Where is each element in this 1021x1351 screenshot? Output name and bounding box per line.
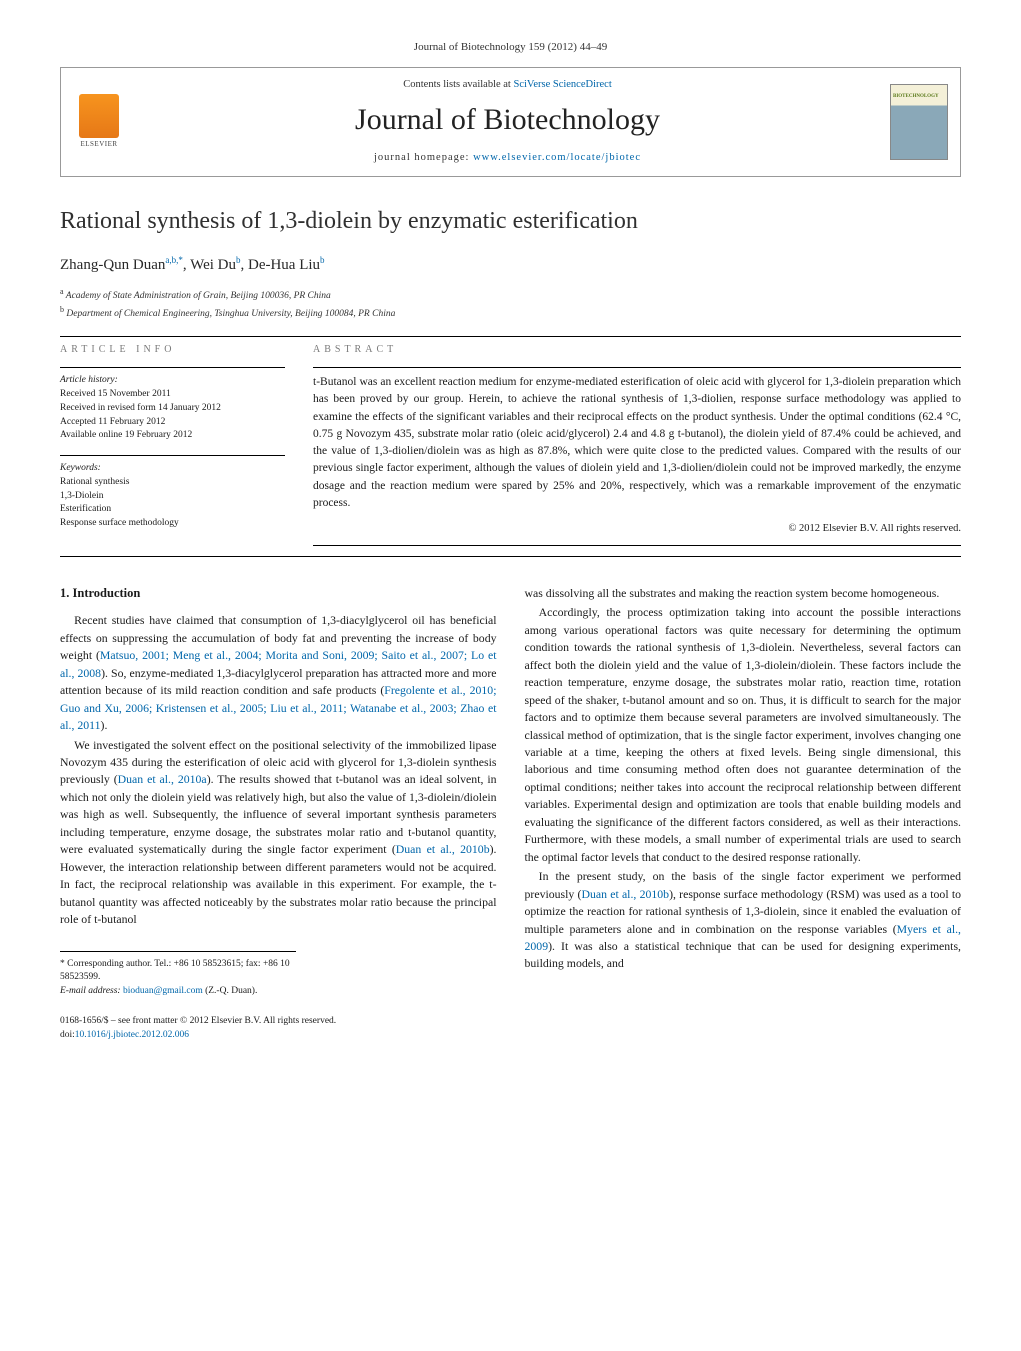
keywords-block: Keywords: Rational synthesis 1,3-Diolein… xyxy=(60,462,285,531)
body-paragraph: Recent studies have claimed that consump… xyxy=(60,612,497,734)
accepted-date: Accepted 11 February 2012 xyxy=(60,416,285,430)
keyword: Response surface methodology xyxy=(60,517,285,531)
keyword: 1,3-Diolein xyxy=(60,490,285,504)
author-2: , Wei Du xyxy=(183,257,236,273)
body-paragraph: Accordingly, the process optimization ta… xyxy=(525,604,962,866)
sciencedirect-link[interactable]: SciVerse ScienceDirect xyxy=(513,79,611,90)
author-1: Zhang-Qun Duan xyxy=(60,257,165,273)
elsevier-logo: ELSEVIER xyxy=(73,92,125,152)
citation-link[interactable]: Duan et al., 2010b xyxy=(581,887,669,901)
author-3: , De-Hua Liu xyxy=(240,257,320,273)
doi-label: doi: xyxy=(60,1030,75,1040)
homepage-link[interactable]: www.elsevier.com/locate/jbiotec xyxy=(473,152,641,163)
corresponding-author-note: * Corresponding author. Tel.: +86 10 585… xyxy=(60,958,296,986)
footnotes: * Corresponding author. Tel.: +86 10 585… xyxy=(60,951,296,999)
bottom-meta: 0168-1656/$ – see front matter © 2012 El… xyxy=(60,1015,497,1043)
contents-lists-line: Contents lists available at SciVerse Sci… xyxy=(125,78,890,93)
citation-link[interactable]: Duan et al., 2010b xyxy=(396,842,490,856)
abstract-label: abstract xyxy=(313,343,961,357)
article-info-label: article info xyxy=(60,343,285,357)
email-label: E-mail address: xyxy=(60,986,123,996)
journal-header-box: ELSEVIER Contents lists available at Sci… xyxy=(60,67,961,176)
running-header: Journal of Biotechnology 159 (2012) 44–4… xyxy=(60,40,961,55)
article-title: Rational synthesis of 1,3-diolein by enz… xyxy=(60,205,961,239)
info-abstract-row: article info Article history: Received 1… xyxy=(60,343,961,552)
authors-line: Zhang-Qun Duana,b,*, Wei Du b, De-Hua Liu… xyxy=(60,254,961,276)
doi-link[interactable]: 10.1016/j.jbiotec.2012.02.006 xyxy=(75,1030,189,1040)
body-paragraph: was dissolving all the substrates and ma… xyxy=(525,585,962,602)
abstract-column: abstract t-Butanol was an excellent reac… xyxy=(313,343,961,552)
intro-heading: 1. Introduction xyxy=(60,585,497,603)
article-info-column: article info Article history: Received 1… xyxy=(60,343,285,552)
email-link[interactable]: bioduan@gmail.com xyxy=(123,986,203,996)
divider xyxy=(313,545,961,546)
left-column: 1. Introduction Recent studies have clai… xyxy=(60,585,497,1042)
issn-line: 0168-1656/$ – see front matter © 2012 El… xyxy=(60,1015,497,1029)
body-columns: 1. Introduction Recent studies have clai… xyxy=(60,585,961,1042)
header-center: Contents lists available at SciVerse Sci… xyxy=(125,78,890,165)
revised-date: Received in revised form 14 January 2012 xyxy=(60,402,285,416)
body-paragraph: In the present study, on the basis of th… xyxy=(525,868,962,973)
abstract-text: t-Butanol was an excellent reaction medi… xyxy=(313,374,961,512)
abstract-copyright: © 2012 Elsevier B.V. All rights reserved… xyxy=(313,522,961,537)
citation-link[interactable]: Duan et al., 2010a xyxy=(118,772,207,786)
homepage-line: journal homepage: www.elsevier.com/locat… xyxy=(125,151,890,166)
journal-cover-thumbnail xyxy=(890,84,948,160)
author-1-affil: a,b,* xyxy=(165,255,183,265)
keyword: Rational synthesis xyxy=(60,476,285,490)
divider xyxy=(60,336,961,337)
journal-name: Journal of Biotechnology xyxy=(125,99,890,141)
keywords-heading: Keywords: xyxy=(60,462,285,476)
right-column: was dissolving all the substrates and ma… xyxy=(525,585,962,1042)
homepage-prefix: journal homepage: xyxy=(374,152,473,163)
elsevier-label: ELSEVIER xyxy=(80,140,117,150)
divider xyxy=(60,455,285,456)
elsevier-tree-icon xyxy=(79,94,119,138)
divider xyxy=(60,556,961,557)
divider xyxy=(313,367,961,368)
divider xyxy=(60,367,285,368)
affil-a: Academy of State Administration of Grain… xyxy=(64,292,331,302)
received-date: Received 15 November 2011 xyxy=(60,388,285,402)
history-heading: Article history: xyxy=(60,374,285,388)
keyword: Esterification xyxy=(60,503,285,517)
email-suffix: (Z.-Q. Duan). xyxy=(203,986,258,996)
online-date: Available online 19 February 2012 xyxy=(60,429,285,443)
body-paragraph: We investigated the solvent effect on th… xyxy=(60,737,497,929)
affiliations: a Academy of State Administration of Gra… xyxy=(60,286,961,322)
contents-prefix: Contents lists available at xyxy=(403,79,513,90)
author-3-affil: b xyxy=(320,255,325,265)
affil-b: Department of Chemical Engineering, Tsin… xyxy=(64,309,395,319)
article-history-block: Article history: Received 15 November 20… xyxy=(60,374,285,443)
